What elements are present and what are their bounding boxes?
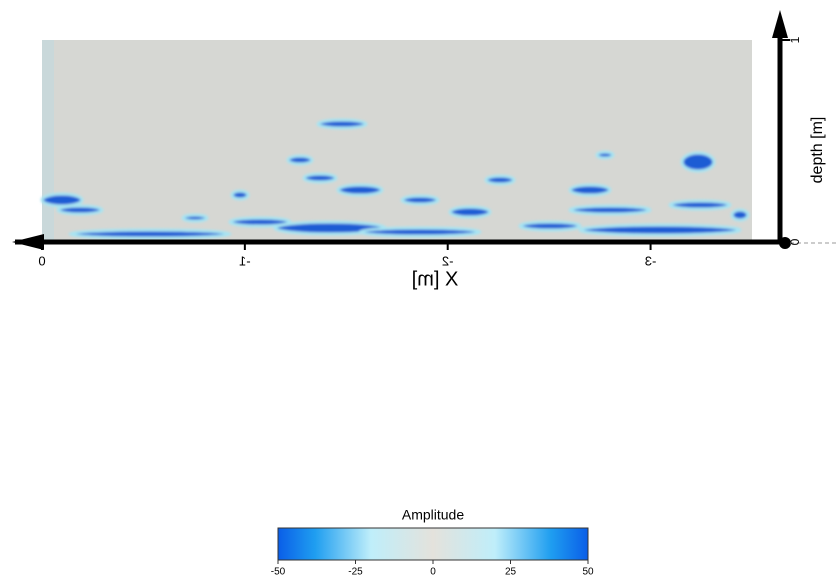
- x-axis-label: X [m]: [412, 268, 459, 290]
- colorbar-tick-label: 25: [505, 567, 517, 578]
- y-tick-label: 0: [788, 238, 802, 245]
- x-tick-label: -1: [239, 253, 251, 268]
- y-axis-arrow: [772, 10, 788, 38]
- y-axis-label: depth [m]: [809, 117, 826, 184]
- x-axis-arrow: [12, 234, 44, 250]
- colorbar-tick-label: -50: [271, 567, 286, 578]
- colorbar: [277, 527, 589, 561]
- colorbar-tick-label: -25: [348, 567, 363, 578]
- x-tick-label: -3: [645, 253, 657, 268]
- radargram-image: [40, 40, 752, 242]
- colorbar-tick-label: 0: [430, 567, 436, 578]
- colorbar-tick-label: 50: [582, 567, 594, 578]
- colorbar-title: Amplitude: [402, 507, 464, 523]
- y-tick-label: 1: [788, 36, 802, 43]
- x-tick-label: -2: [442, 253, 454, 268]
- x-tick-label: 0: [38, 253, 45, 268]
